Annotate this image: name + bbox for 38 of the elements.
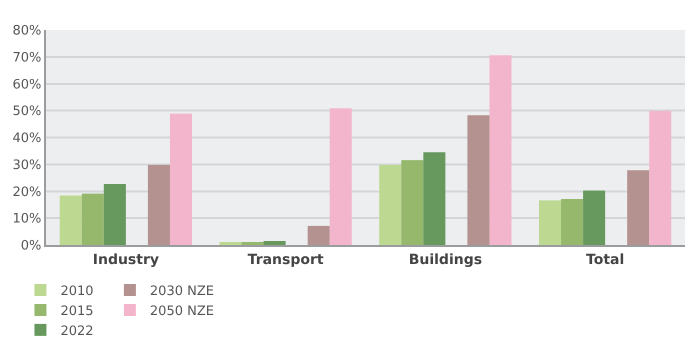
legend-label: 2022	[60, 324, 94, 339]
bar	[401, 160, 424, 245]
y-tick-label: 10%	[12, 212, 42, 227]
bar	[219, 242, 242, 245]
bar	[242, 242, 264, 245]
y-tick-label: 50%	[12, 104, 42, 120]
bar	[82, 194, 104, 245]
bar	[583, 190, 606, 245]
x-tick-label: Buildings	[408, 252, 482, 268]
y-tick-label: 60%	[12, 77, 42, 92]
bar	[649, 110, 672, 245]
y-tick-label: 40%	[12, 131, 42, 146]
legend-label: 2050 NZE	[150, 304, 214, 320]
bar	[170, 114, 192, 245]
bar	[264, 240, 286, 245]
y-tick-label: 20%	[12, 184, 42, 200]
bar	[148, 164, 170, 245]
x-tick-label: Total	[586, 252, 624, 268]
bar	[423, 152, 446, 245]
bar	[489, 55, 512, 245]
bar	[104, 184, 126, 245]
bar	[60, 196, 82, 245]
y-tick-label: 30%	[12, 158, 42, 173]
bar	[308, 226, 330, 245]
y-tick-label: 0%	[20, 238, 42, 254]
x-tick-label: Industry	[92, 252, 159, 268]
legend-label: 2015	[60, 304, 94, 320]
y-tick-label: 80%	[12, 24, 42, 39]
legend-label: 2030 NZE	[150, 284, 214, 300]
bar	[379, 164, 402, 245]
bar	[561, 199, 584, 245]
y-tick-label: 70%	[12, 50, 42, 66]
x-tick-label: Transport	[248, 252, 324, 268]
bar	[627, 170, 650, 245]
bar	[467, 115, 490, 245]
bar	[538, 200, 562, 245]
bar	[330, 108, 352, 245]
legend-label: 2010	[60, 284, 94, 300]
